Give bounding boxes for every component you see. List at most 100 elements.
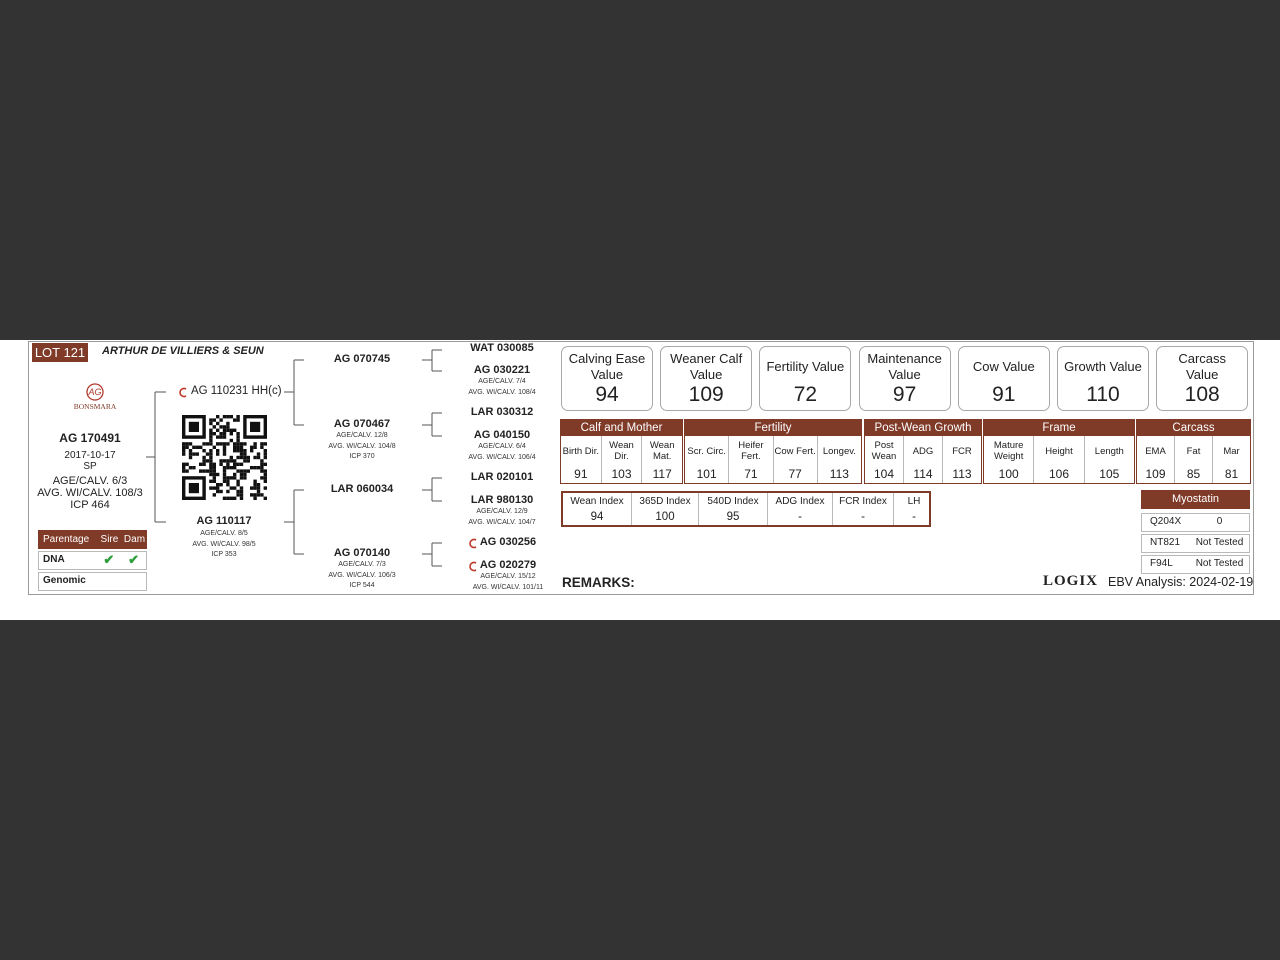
animal-detail: AGE/CALV. 6/3 — [52, 475, 128, 487]
parentage-row: Genomic — [38, 572, 147, 591]
ebv-value: 117 — [652, 467, 672, 481]
ebv-group-header: Post-Wean Growth — [865, 420, 981, 436]
grandparent-detail: AGE/CALV. 7/3 — [338, 561, 386, 568]
dam-detail: AGE/CALV. 8/5 — [200, 530, 248, 537]
marker-icons — [179, 387, 477, 572]
ebv-cell: Heifer Fert. 71 — [728, 436, 772, 483]
grandparent-detail: ICP 544 — [349, 582, 375, 589]
great-grandparent-id: AG 020279 — [479, 559, 537, 571]
ebv-group-header: Carcass — [1137, 420, 1250, 436]
ebv-label: Heifer Fert. — [738, 440, 764, 462]
myostatin-table: Myostatin Q204X 0 NT821 Not Tested F94L Not Te… — [1141, 490, 1250, 574]
svg-text:AG: AG — [87, 387, 101, 397]
lot-badge: LOT 121 — [32, 343, 88, 362]
great-grandparent-id: AG 040150 — [473, 429, 531, 441]
ebv-label: Birth Dir. — [562, 445, 600, 457]
index-label: FCR Index — [839, 495, 887, 507]
great-grandparent-detail: AGE/CALV. 7/4 — [478, 378, 526, 385]
sire-id: AG 110231 HH(c) — [191, 385, 282, 397]
dam-detail: AVG. WI/CALV. 98/5 — [192, 540, 256, 548]
index-table: Wean Index 94 365D Index 100 540D Index 95 ADG… — [561, 491, 931, 527]
logix-logo: LOGIX — [1043, 573, 1099, 589]
value-label: Cow Value — [972, 359, 1035, 374]
myostatin-marker: F94L — [1150, 558, 1173, 569]
ebv-cell: ADG 114 — [903, 436, 942, 483]
great-grandparent-detail: AVG. WI/CALV. 101/11 — [472, 583, 544, 591]
ebv-label: Scr. Circ. — [687, 445, 726, 457]
myostatin-result: 0 — [1216, 516, 1223, 527]
myostatin-row: NT821 Not Tested — [1141, 534, 1250, 553]
dam-id: AG 110117 — [196, 515, 252, 527]
ebv-cell: Scr. Circ. 101 — [685, 436, 728, 483]
animal-id: AG 170491 — [59, 431, 121, 445]
animal-detail: SP — [83, 461, 97, 472]
index-cell: FCR Index - — [832, 493, 893, 525]
ebv-value: 105 — [1099, 467, 1120, 481]
ebv-value: 85 — [1186, 467, 1201, 481]
ebv-cell: Mature Weight 100 — [984, 436, 1033, 483]
index-value: - — [798, 511, 802, 523]
grandparent-id: LAR 060034 — [330, 483, 394, 495]
grandparent-detail: ICP 370 — [349, 453, 375, 460]
value-box: Calving Ease Value 94 — [561, 346, 653, 411]
value-number: 110 — [1086, 383, 1120, 406]
index-label: LH — [907, 495, 921, 507]
myostatin-marker: Q204X — [1150, 516, 1182, 527]
great-grandparent-id: AG 030221 — [473, 364, 531, 376]
ebv-cells: Post Wean 104 ADG 114 FCR 113 — [865, 436, 981, 483]
value-box: Weaner Calf Value 109 — [660, 346, 753, 411]
ebv-value: 77 — [788, 467, 802, 481]
logo-text: BONSMARA — [73, 402, 117, 411]
great-grandparent-detail: AGE/CALV. 6/4 — [478, 443, 526, 450]
grandparent-id: AG 070140 — [333, 547, 391, 559]
ebv-cell: Length 105 — [1083, 436, 1134, 483]
parentage-header: Parentage Sire Dam — [38, 530, 147, 549]
value-label: Fertility Value — [766, 359, 845, 374]
ebv-cells: Mature Weight 100 Height 106 Length 105 — [984, 436, 1134, 483]
great-grandparent-id: LAR 030312 — [470, 406, 534, 418]
qr-code — [182, 415, 267, 500]
parentage-table: Parentage Sire Dam DNA ✔ ✔ Genomic — [38, 530, 147, 591]
great-grandparent-detail: AGE/CALV. 12/9 — [476, 508, 528, 515]
ebv-value: 100 — [998, 467, 1019, 481]
ebv-group-header: Fertility — [685, 420, 861, 436]
myostatin-row: F94L Not Tested — [1141, 555, 1250, 574]
grandparent-detail: AVG. WI/CALV. 104/8 — [328, 442, 396, 450]
great-grandparent-id: AG 030256 — [479, 536, 537, 548]
index-cell: ADG Index - — [767, 493, 832, 525]
breeder: ARTHUR DE VILLIERS & SEUN — [102, 345, 264, 357]
ebv-label: Mature Weight — [993, 440, 1024, 462]
ebv-value: 91 — [574, 467, 588, 481]
ebv-label: Cow Fert. — [774, 445, 816, 457]
index-cell: Wean Index 94 — [563, 493, 631, 525]
ebv-value: 104 — [873, 467, 895, 481]
great-grandparent-detail: AVG. WI/CALV. 104/7 — [468, 518, 536, 526]
index-value: 94 — [590, 511, 604, 523]
index-value: 100 — [655, 511, 675, 523]
index-label: ADG Index — [775, 495, 825, 507]
great-grandparent-detail: AVG. WI/CALV. 108/4 — [468, 388, 536, 396]
grandparent-detail: AGE/CALV. 12/8 — [336, 432, 388, 439]
parentage-col: Dam — [123, 534, 146, 545]
check: ✔ — [103, 552, 115, 567]
ebv-label: ADG — [912, 445, 934, 457]
ebv-value: 71 — [744, 467, 758, 481]
value-label: Calving Ease Value — [568, 351, 646, 382]
ebv-value: 106 — [1048, 467, 1069, 481]
myostatin-row: Q204X 0 — [1141, 513, 1250, 532]
index-cell: 365D Index 100 — [631, 493, 698, 525]
ebv-cell: EMA 109 — [1137, 436, 1174, 483]
ebv-value: 101 — [696, 467, 717, 481]
ebv-label: Fat — [1186, 445, 1201, 457]
value-box: Fertility Value 72 — [759, 346, 852, 411]
parentage-row: DNA ✔ ✔ — [38, 551, 147, 570]
myostatin-result: Not Tested — [1195, 537, 1244, 548]
animal-detail: 2017-10-17 — [64, 450, 116, 461]
ebv-cell: Birth Dir. 91 — [561, 436, 601, 483]
parentage-col: Sire — [100, 534, 119, 545]
dam-detail: ICP 353 — [211, 551, 237, 558]
animal-detail: AVG. WI/CALV. 108/3 — [37, 487, 143, 499]
value-number: 109 — [688, 383, 724, 406]
